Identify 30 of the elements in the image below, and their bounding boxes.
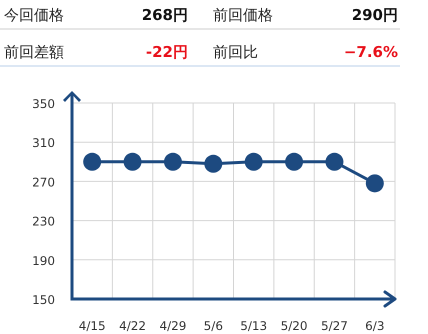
x-tick-label: 5/27 bbox=[320, 319, 348, 333]
x-tick-label: 4/15 bbox=[78, 319, 106, 333]
y-tick-label: 190 bbox=[32, 254, 55, 268]
text: 290円 bbox=[352, 6, 398, 24]
y-tick-label: 310 bbox=[32, 136, 55, 150]
point bbox=[83, 152, 102, 171]
x-tick-label: 5/13 bbox=[240, 319, 268, 333]
y-tick-label: 230 bbox=[32, 214, 55, 229]
y-tick-label: 270 bbox=[32, 175, 55, 190]
point bbox=[366, 174, 384, 192]
y-tick-label: 350 bbox=[32, 97, 55, 111]
text: −7.6% bbox=[344, 43, 398, 61]
x-tick-label: 6/3 bbox=[365, 319, 384, 333]
point bbox=[124, 152, 142, 171]
point bbox=[325, 152, 344, 171]
text: 268円 bbox=[142, 6, 188, 24]
x-tick-label: 4/22 bbox=[119, 319, 146, 333]
point bbox=[164, 152, 182, 171]
text: 前回比 bbox=[213, 43, 258, 61]
point bbox=[204, 154, 222, 173]
x-tick-label: 4/29 bbox=[159, 319, 186, 333]
text: 今回価格 bbox=[4, 6, 64, 24]
y-tick-label: 150 bbox=[32, 293, 55, 307]
text: 前回差額 bbox=[4, 43, 64, 61]
point bbox=[285, 152, 304, 171]
point bbox=[244, 152, 263, 171]
text: -22円 bbox=[146, 43, 188, 61]
x-tick-label: 5/6 bbox=[204, 319, 223, 333]
x-tick-label: 5/20 bbox=[280, 319, 308, 333]
text: 前回価格 bbox=[213, 6, 273, 24]
